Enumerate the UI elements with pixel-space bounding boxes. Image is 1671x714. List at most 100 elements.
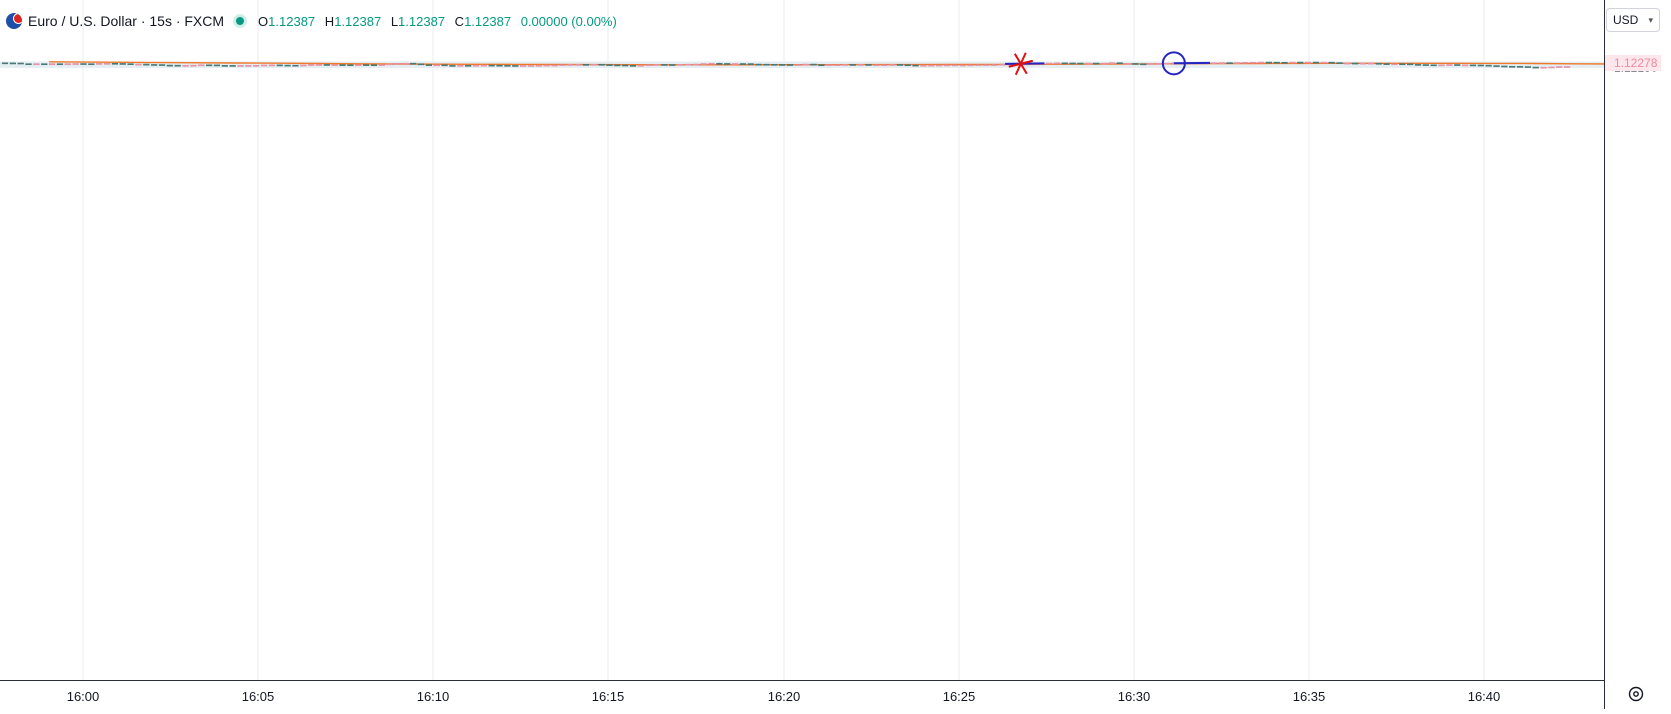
candle-body xyxy=(1486,65,1492,66)
candle xyxy=(693,64,699,65)
candle-body xyxy=(136,64,142,65)
high-value: 1.12387 xyxy=(334,14,381,29)
candle-body xyxy=(748,64,754,65)
candle xyxy=(497,65,503,66)
candle xyxy=(324,64,330,65)
candle xyxy=(363,65,369,66)
candle xyxy=(1250,62,1256,63)
candle xyxy=(976,65,982,66)
candle xyxy=(505,65,511,66)
candle-body xyxy=(528,65,534,66)
candle xyxy=(1462,65,1468,66)
candle-body xyxy=(1392,64,1398,65)
candle-body xyxy=(1250,62,1256,63)
candle xyxy=(253,65,259,66)
candle-body xyxy=(1062,63,1068,64)
candle-body xyxy=(842,64,848,65)
candle-body xyxy=(1447,65,1453,66)
candle xyxy=(826,65,832,66)
candle-body xyxy=(1274,62,1280,63)
market-open-dot-icon xyxy=(236,17,244,25)
candle-body xyxy=(732,64,738,65)
candle-body xyxy=(795,65,801,66)
last-price-label: 1.12278 xyxy=(1614,56,1658,70)
candle xyxy=(520,65,526,66)
candle xyxy=(1470,65,1476,66)
candle-body xyxy=(803,64,809,65)
candle xyxy=(685,64,691,65)
candle xyxy=(913,65,919,66)
candle xyxy=(293,65,299,66)
candle xyxy=(198,65,204,66)
candle xyxy=(1062,63,1068,64)
candle xyxy=(1533,67,1539,68)
candle-body xyxy=(936,65,942,66)
candle xyxy=(222,65,228,66)
candle-body xyxy=(230,65,236,66)
candle-body xyxy=(1125,63,1131,64)
candle xyxy=(136,64,142,65)
candle-body xyxy=(473,65,479,66)
candle xyxy=(811,64,817,65)
candle xyxy=(787,64,793,65)
candle-body xyxy=(340,65,346,66)
currency-select[interactable]: USD ▾ xyxy=(1606,8,1660,32)
candle xyxy=(1227,63,1233,64)
candle xyxy=(1447,64,1453,65)
candle-body xyxy=(1258,62,1264,63)
candle xyxy=(246,65,252,66)
candle-body xyxy=(567,64,573,65)
time-tick-label: 16:15 xyxy=(592,689,625,704)
candle xyxy=(316,64,322,65)
candle xyxy=(96,63,102,64)
close-label: C xyxy=(455,14,464,29)
candle xyxy=(701,63,707,64)
candle xyxy=(1549,67,1555,68)
candle-body xyxy=(175,65,181,66)
candle xyxy=(1329,62,1335,63)
candle-body xyxy=(520,65,526,66)
candle xyxy=(1525,66,1531,67)
candle-body xyxy=(1439,65,1445,66)
candle-body xyxy=(371,65,377,66)
candle-body xyxy=(73,64,79,65)
candle-body xyxy=(1502,66,1508,67)
candle-body xyxy=(481,65,487,66)
candle xyxy=(858,64,864,65)
candle xyxy=(206,65,212,66)
candle-body xyxy=(858,64,864,65)
candle-body xyxy=(1305,62,1311,63)
candle xyxy=(120,63,126,64)
candle-body xyxy=(57,64,63,65)
candle-body xyxy=(1517,66,1523,67)
candle xyxy=(1243,62,1249,63)
candle-body xyxy=(1313,62,1319,63)
candle-body xyxy=(505,65,511,66)
candle xyxy=(1376,63,1382,64)
candle xyxy=(1494,66,1500,67)
candle xyxy=(1070,63,1076,64)
candle xyxy=(536,65,542,66)
candle xyxy=(1219,63,1225,64)
candle-body xyxy=(41,64,47,65)
symbol-title[interactable]: Euro / U.S. Dollar · 15s · FXCM xyxy=(28,13,224,29)
candle xyxy=(10,63,16,64)
candle-body xyxy=(403,63,409,64)
candle xyxy=(834,65,840,66)
candle-body xyxy=(724,63,730,64)
time-tick-label: 16:25 xyxy=(943,689,976,704)
candle xyxy=(49,64,55,65)
candle-body xyxy=(379,65,385,66)
candle xyxy=(677,64,683,65)
candle xyxy=(57,64,63,65)
candle-body xyxy=(277,65,283,66)
candle-body xyxy=(1297,62,1303,63)
candle-body xyxy=(709,63,715,64)
candle xyxy=(803,64,809,65)
candle-body xyxy=(905,65,911,66)
gear-icon[interactable] xyxy=(1627,685,1645,703)
candle xyxy=(2,63,8,64)
candle xyxy=(756,64,762,65)
